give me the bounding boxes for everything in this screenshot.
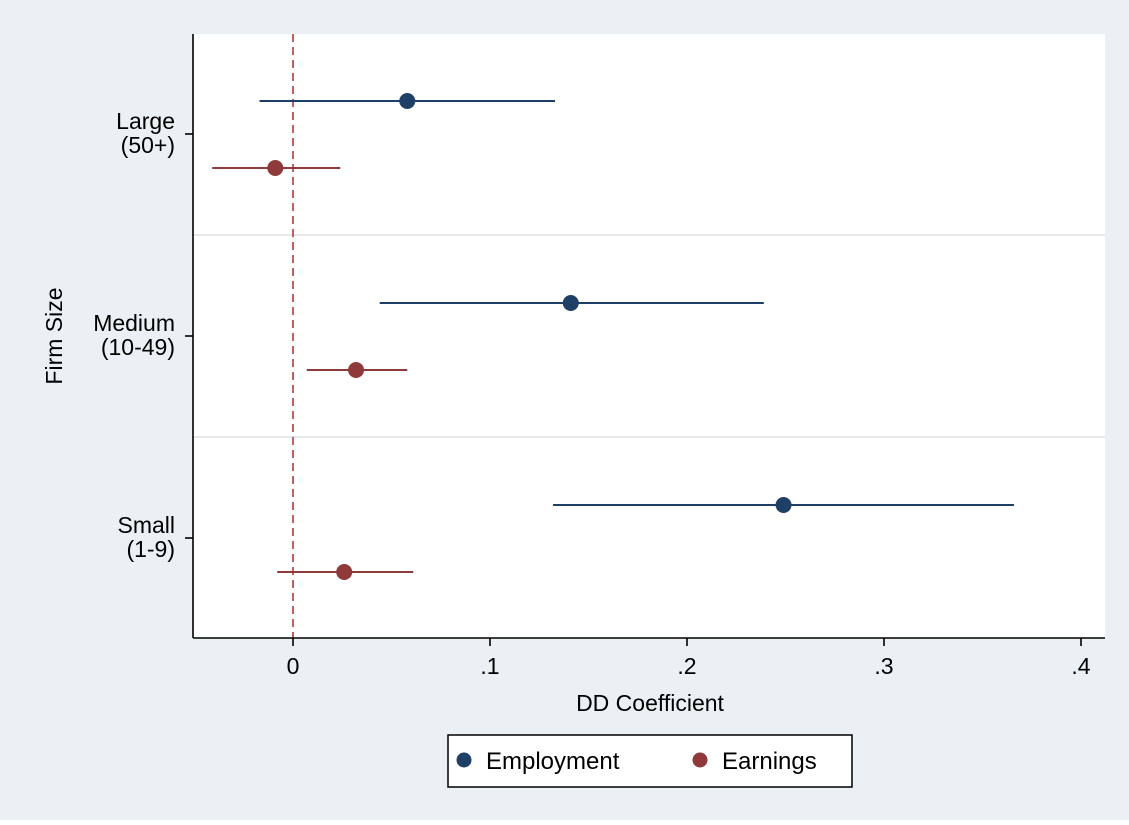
point-employment-small — [775, 497, 792, 513]
legend-label-earnings: Earnings — [722, 748, 817, 775]
y-tick-group: Large (50+) Medium (10-49) Small (1-9) — [93, 108, 193, 562]
group-separators — [193, 234, 1105, 438]
point-earnings-medium — [348, 362, 365, 378]
x-tick-label-2: .2 — [677, 653, 696, 679]
series-group — [212, 93, 1015, 580]
x-tick-label-1: .1 — [480, 653, 499, 679]
y-tick-label-medium: Medium (10-49) — [93, 310, 175, 360]
legend-label-employment: Employment — [486, 748, 620, 775]
x-tick-label-4: .4 — [1071, 653, 1090, 679]
point-employment-medium — [562, 295, 579, 311]
y-tick-label-line: Medium — [93, 310, 175, 336]
point-earnings-small — [336, 564, 353, 580]
y-tick-label-small: Small (1-9) — [117, 512, 175, 562]
legend-box — [447, 734, 853, 788]
point-earnings-large — [267, 160, 284, 176]
legend-marker-employment — [456, 752, 472, 768]
y-tick-label-line: (10-49) — [101, 334, 175, 360]
plot-area — [193, 34, 1105, 638]
x-tick-label-3: .3 — [874, 653, 893, 679]
y-tick-label-line: (50+) — [121, 132, 175, 158]
legend-marker-earnings — [692, 752, 708, 768]
y-tick-label-line: Large — [116, 108, 175, 134]
x-tick-group: 0 .1 .2 .3 .4 — [287, 638, 1091, 679]
y-tick-label-large: Large (50+) — [116, 108, 175, 158]
point-employment-large — [399, 93, 416, 109]
y-tick-label-line: Small — [117, 512, 175, 538]
legend: Employment Earnings — [447, 734, 853, 788]
x-axis-label: DD Coefficient — [576, 690, 724, 716]
y-tick-label-line: (1-9) — [126, 536, 175, 562]
x-tick-label-0: 0 — [287, 653, 300, 679]
y-axis-label: Firm Size — [41, 287, 67, 384]
